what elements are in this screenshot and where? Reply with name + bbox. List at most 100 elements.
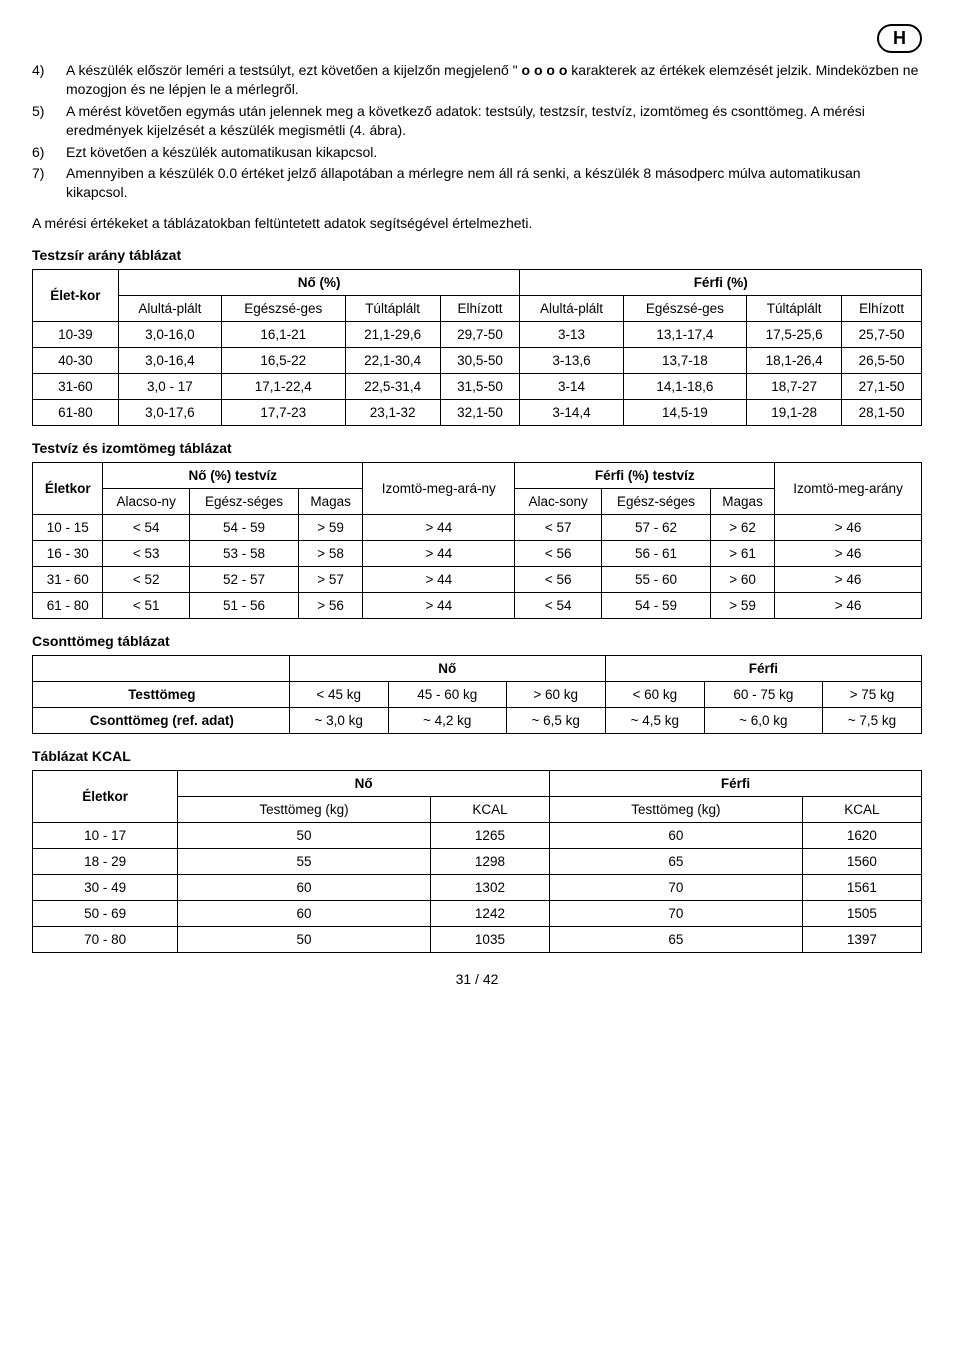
cell: < 53 xyxy=(103,541,190,567)
cell: 23,1-32 xyxy=(345,400,440,426)
cell: 3,0-16,0 xyxy=(118,322,221,348)
cell: > 56 xyxy=(299,593,363,619)
language-badge: H xyxy=(877,24,922,53)
table-water-muscle: Életkor Nő (%) testvíz Izomtö-meg-ará-ny… xyxy=(32,462,922,619)
cell: 56 - 61 xyxy=(601,541,710,567)
cell: 65 xyxy=(550,927,803,953)
cell: 1035 xyxy=(430,927,549,953)
table-bone: Nő Férfi Testtömeg < 45 kg 45 - 60 kg > … xyxy=(32,655,922,734)
cell: > 46 xyxy=(775,541,922,567)
cell: 54 - 59 xyxy=(189,515,298,541)
cell: 28,1-50 xyxy=(842,400,922,426)
step-text: Ezt követően a készülék automatikusan ki… xyxy=(66,143,377,162)
step-5: 5) A mérést követően egymás után jelenne… xyxy=(32,102,922,140)
cell: 51 - 56 xyxy=(189,593,298,619)
cell: 13,7-18 xyxy=(623,348,747,374)
group-female: Nő (%) xyxy=(118,270,520,296)
table-row: 10 - 15< 5454 - 59> 59> 44< 5757 - 62> 6… xyxy=(33,515,922,541)
cell: 3-13,6 xyxy=(520,348,623,374)
table-row: 61 - 80< 5151 - 56> 56> 44< 5454 - 59> 5… xyxy=(33,593,922,619)
cell: 1561 xyxy=(802,875,921,901)
cell: 10 - 17 xyxy=(33,823,178,849)
table-row: 31-603,0 - 1717,1-22,422,5-31,431,5-503-… xyxy=(33,374,922,400)
steps-list: 4) A készülék először leméri a testsúlyt… xyxy=(32,61,922,202)
cell: 17,1-22,4 xyxy=(222,374,346,400)
cell: < 60 kg xyxy=(605,682,704,708)
table-kcal: Életkor Nő Férfi Testtömeg (kg) KCAL Tes… xyxy=(32,770,922,953)
cell: > 75 kg xyxy=(822,682,921,708)
cell: 26,5-50 xyxy=(842,348,922,374)
cell: < 56 xyxy=(515,541,602,567)
cell: ~ 6,0 kg xyxy=(704,708,822,734)
cell: 18 - 29 xyxy=(33,849,178,875)
sub-header: KCAL xyxy=(802,797,921,823)
cell: 30 - 49 xyxy=(33,875,178,901)
col-age: Életkor xyxy=(33,771,178,823)
cell: 13,1-17,4 xyxy=(623,322,747,348)
sub-header: KCAL xyxy=(430,797,549,823)
step-text: A készülék először leméri a testsúlyt, e… xyxy=(66,61,922,99)
group-female: Nő xyxy=(289,656,605,682)
cell: 27,1-50 xyxy=(842,374,922,400)
cell: < 57 xyxy=(515,515,602,541)
sub-header: Elhízott xyxy=(440,296,520,322)
cell: ~ 4,5 kg xyxy=(605,708,704,734)
step-text: A mérést követően egymás után jelennek m… xyxy=(66,102,922,140)
sub-header: Egészsé-ges xyxy=(222,296,346,322)
cell: 22,5-31,4 xyxy=(345,374,440,400)
cell: > 61 xyxy=(711,541,775,567)
cell: 19,1-28 xyxy=(747,400,842,426)
cell: < 56 xyxy=(515,567,602,593)
cell: 57 - 62 xyxy=(601,515,710,541)
sub-header: Elhízott xyxy=(842,296,922,322)
step-number: 4) xyxy=(32,61,66,99)
cell: > 62 xyxy=(711,515,775,541)
cell: 61 - 80 xyxy=(33,593,103,619)
step-6: 6) Ezt követően a készülék automatikusan… xyxy=(32,143,922,162)
cell: > 44 xyxy=(363,541,515,567)
cell: 65 xyxy=(550,849,803,875)
sub-header: Alac-sony xyxy=(515,489,602,515)
cell: ~ 4,2 kg xyxy=(388,708,506,734)
table-row: 10 - 17501265601620 xyxy=(33,823,922,849)
cell: 31 - 60 xyxy=(33,567,103,593)
cell: 10 - 15 xyxy=(33,515,103,541)
col-muscle-m: Izomtö-meg-arány xyxy=(775,463,922,515)
step-number: 6) xyxy=(32,143,66,162)
cell: 60 xyxy=(178,875,431,901)
table-row: 61-803,0-17,617,7-2323,1-3232,1-503-14,4… xyxy=(33,400,922,426)
cell: 3-14,4 xyxy=(520,400,623,426)
cell: ~ 6,5 kg xyxy=(506,708,605,734)
step-text: Amennyiben a készülék 0.0 értéket jelző … xyxy=(66,164,922,202)
cell: 18,1-26,4 xyxy=(747,348,842,374)
group-female: Nő xyxy=(178,771,550,797)
cell: 52 - 57 xyxy=(189,567,298,593)
table-row: 50 - 69601242701505 xyxy=(33,901,922,927)
cell: > 46 xyxy=(775,515,922,541)
group-male: Férfi xyxy=(550,771,922,797)
cell: 55 xyxy=(178,849,431,875)
cell: 60 - 75 kg xyxy=(704,682,822,708)
cell: 21,1-29,6 xyxy=(345,322,440,348)
cell: 53 - 58 xyxy=(189,541,298,567)
cell: 61-80 xyxy=(33,400,119,426)
sub-header: Testtömeg (kg) xyxy=(550,797,803,823)
col-muscle-f: Izomtö-meg-ará-ny xyxy=(363,463,515,515)
sub-header: Alultá-plált xyxy=(118,296,221,322)
cell: 14,1-18,6 xyxy=(623,374,747,400)
sub-header: Alacso-ny xyxy=(103,489,190,515)
cell: 1302 xyxy=(430,875,549,901)
cell: < 45 kg xyxy=(289,682,388,708)
cell: 32,1-50 xyxy=(440,400,520,426)
cell: 50 xyxy=(178,823,431,849)
table-row: 18 - 29551298651560 xyxy=(33,849,922,875)
col-age: Életkor xyxy=(33,463,103,515)
cell: 1265 xyxy=(430,823,549,849)
cell: < 54 xyxy=(515,593,602,619)
group-male: Férfi (%) xyxy=(520,270,922,296)
cell: > 59 xyxy=(299,515,363,541)
cell: > 59 xyxy=(711,593,775,619)
cell: 60 xyxy=(550,823,803,849)
cell: 22,1-30,4 xyxy=(345,348,440,374)
sub-header: Túltáplált xyxy=(747,296,842,322)
